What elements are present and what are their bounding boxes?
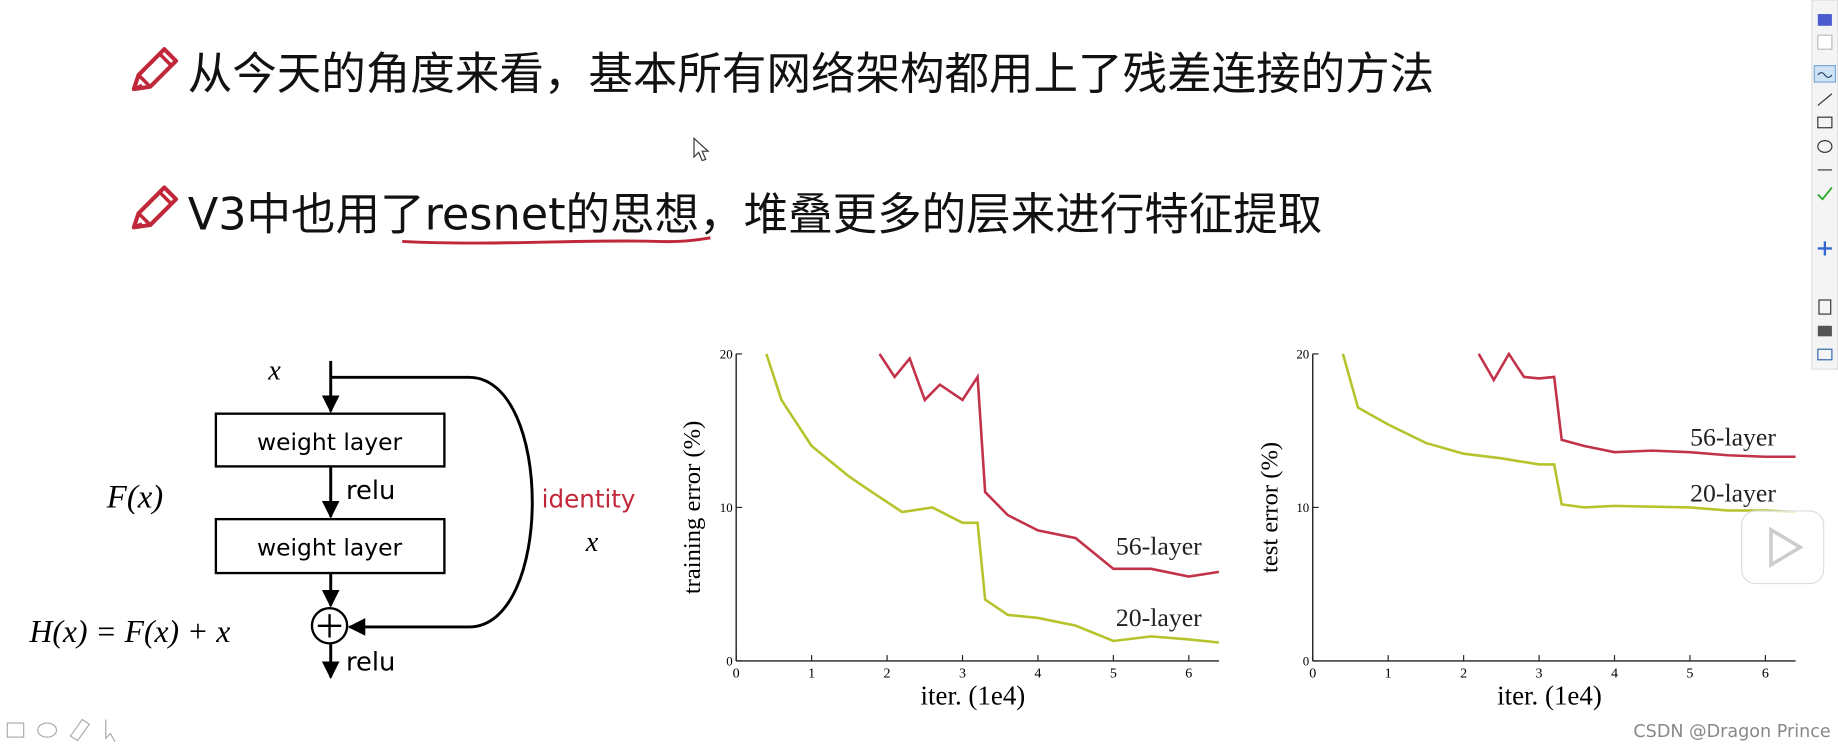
x-tick-label: 1 xyxy=(1385,665,1392,681)
diagram-label: weight layer xyxy=(257,428,403,456)
player-controls xyxy=(6,718,116,743)
line-chart: 56-layer 20-layer 0 10 20 0 1 2 3 4 5 6 training err… xyxy=(679,348,1220,710)
tool-icon[interactable] xyxy=(1817,241,1832,256)
diagram-label: F(x) xyxy=(106,479,163,515)
x-tick-label: 3 xyxy=(959,665,966,681)
y-tick-label: 20 xyxy=(1296,348,1309,362)
series-label: 20-layer xyxy=(1690,479,1776,508)
tool-icon[interactable] xyxy=(1817,140,1833,153)
series-label: 56-layer xyxy=(1116,531,1202,560)
tool-icon[interactable] xyxy=(1817,14,1832,26)
bullet-text: V3中也用了resnet的思想，堆叠更多的层来进行特征提取 xyxy=(188,189,1323,241)
toolbar xyxy=(1811,0,1838,370)
series-label: 20-layer xyxy=(1116,603,1202,632)
residual-diagram: x weight layer relu weight layer relu F(… xyxy=(29,356,636,680)
cursor xyxy=(693,136,710,162)
underline xyxy=(402,236,711,245)
play-icon xyxy=(1769,526,1804,568)
tool-icon[interactable] xyxy=(1817,116,1833,129)
x-tick-label: 0 xyxy=(733,665,740,681)
diagram-label: H(x) = F(x) + x xyxy=(29,614,231,649)
x-tick-label: 4 xyxy=(1611,665,1618,681)
y-tick-label: 20 xyxy=(720,348,733,362)
control-icon[interactable] xyxy=(105,719,116,743)
series-line xyxy=(1341,353,1796,514)
diagram-label: relu xyxy=(346,647,395,677)
sum-sign xyxy=(317,614,342,638)
diagram-label: x xyxy=(585,527,599,558)
x-axis-label: iter. (1e4) xyxy=(1497,680,1602,710)
tool-icon[interactable] xyxy=(1817,72,1833,78)
x-tick-label: 4 xyxy=(1034,665,1041,681)
control-icon[interactable] xyxy=(37,722,58,738)
series-line xyxy=(1477,351,1796,459)
layer-box xyxy=(214,517,446,575)
x-tick-label: 1 xyxy=(808,665,815,681)
watermark: CSDN @Dragon Prince xyxy=(1633,722,1830,742)
x-tick-label: 0 xyxy=(1309,665,1316,681)
x-tick-label: 2 xyxy=(1460,665,1467,681)
x-axis-label: iter. (1e4) xyxy=(921,680,1026,710)
y-tick-label: 10 xyxy=(1296,501,1309,515)
layer-box xyxy=(214,412,446,468)
series-line xyxy=(765,353,1220,644)
x-tick-label: 6 xyxy=(1762,665,1769,681)
diagram-label: relu xyxy=(346,476,395,506)
y-tick-label: 10 xyxy=(720,501,733,515)
tool-icon[interactable] xyxy=(1817,325,1832,337)
bullet-text: 从今天的角度来看，基本所有网络架构都用上了残差连接的方法 xyxy=(188,48,1434,100)
x-tick-label: 6 xyxy=(1185,665,1192,681)
x-tick-label: 2 xyxy=(884,665,891,681)
line-chart: 56-layer 20-layer 0 10 20 0 1 2 3 4 5 6 test error (… xyxy=(1257,348,1796,710)
tool-icon[interactable] xyxy=(1817,186,1833,201)
diagram-label: identity xyxy=(542,484,636,513)
diagram-label: x xyxy=(267,356,281,387)
y-tick-label: 0 xyxy=(726,655,732,669)
x-tick-label: 5 xyxy=(1686,665,1693,681)
y-axis-label: test error (%) xyxy=(1257,442,1284,573)
tool-icon[interactable] xyxy=(1817,93,1833,106)
bullet-icon xyxy=(134,49,176,89)
tool-icon[interactable] xyxy=(1817,348,1833,361)
shortcut-arrow xyxy=(330,375,534,636)
toolbar-bg xyxy=(1811,0,1838,370)
series-line xyxy=(878,353,1220,578)
control-icon[interactable] xyxy=(69,718,91,742)
y-axis-label: training error (%) xyxy=(679,421,706,594)
play-button[interactable] xyxy=(1741,510,1825,585)
tool-icon[interactable] xyxy=(1817,34,1833,50)
diagram-label: weight layer xyxy=(257,533,403,561)
y-tick-label: 0 xyxy=(1303,655,1309,669)
control-icon[interactable] xyxy=(6,722,25,738)
tool-icon[interactable] xyxy=(1813,65,1836,83)
series-label: 56-layer xyxy=(1690,422,1776,451)
tool-icon[interactable] xyxy=(1818,299,1832,315)
x-tick-label: 3 xyxy=(1536,665,1543,681)
x-tick-label: 5 xyxy=(1110,665,1117,681)
bullet-icon xyxy=(134,188,176,228)
